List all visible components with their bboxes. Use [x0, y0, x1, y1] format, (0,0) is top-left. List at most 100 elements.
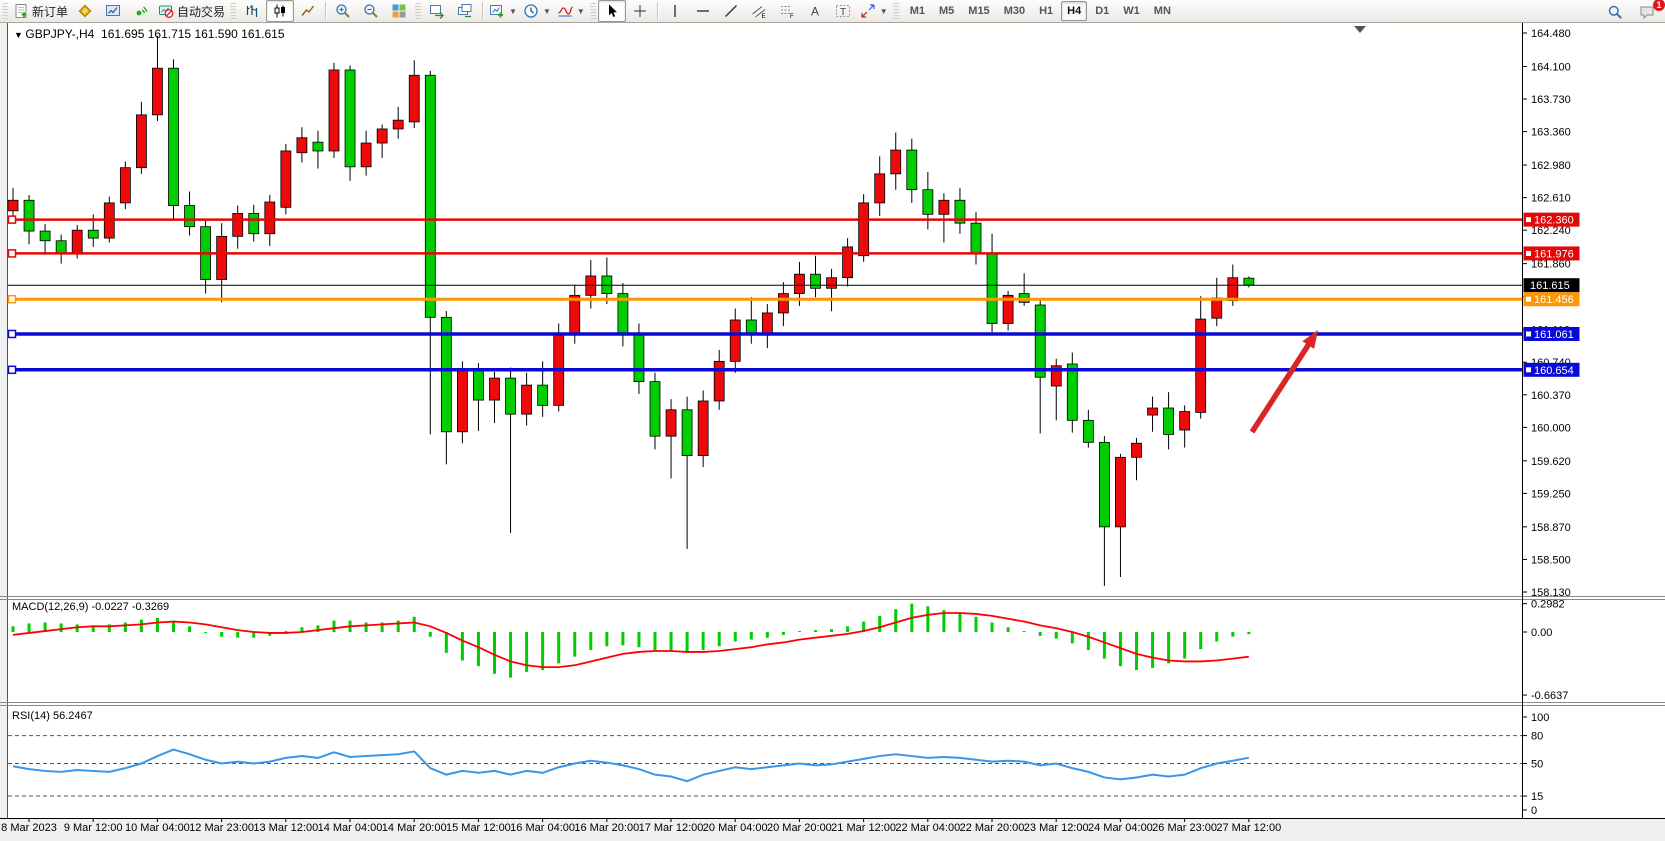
chevron-down-icon: ▼	[879, 6, 888, 16]
market-watch-button[interactable]	[99, 0, 127, 22]
arrows-tool-button[interactable]: ▼	[857, 0, 891, 22]
annotation-arrow-shaft[interactable]	[1249, 340, 1313, 434]
chart-background	[8, 22, 1665, 818]
candle-body	[440, 316, 452, 433]
line-chart-button[interactable]	[294, 0, 322, 22]
tf-button-M30[interactable]: M30	[1003, 5, 1026, 17]
price-line-label-box	[1523, 326, 1580, 341]
trendline-tool-button[interactable]	[717, 0, 745, 22]
tile-windows-icon	[391, 3, 407, 19]
price-axis-tick: 163.730	[1531, 94, 1571, 106]
search-icon	[1607, 4, 1623, 20]
candle-body	[521, 384, 532, 415]
periods-button[interactable]: ▼	[520, 0, 554, 22]
new-order-button[interactable]: 新订单	[10, 0, 71, 22]
date-axis[interactable]: 8 Mar 2023 9 Mar 12:00 10 Mar 04:00 12 Mar …	[1, 818, 1281, 834]
search-button[interactable]	[1601, 1, 1629, 23]
tf-button-H4[interactable]: H4	[1061, 1, 1088, 21]
text-tool-button[interactable]: A	[801, 0, 829, 22]
candlestick-chart-button[interactable]	[266, 0, 295, 22]
tf-button-M1[interactable]: M1	[909, 5, 925, 17]
crosshair-tool-button[interactable]	[626, 0, 654, 22]
chart-shift-marker[interactable]	[1354, 26, 1366, 33]
candle-body	[296, 137, 308, 154]
tile-windows-button[interactable]	[385, 0, 413, 22]
tf-button-W1[interactable]: W1	[1123, 5, 1140, 17]
autotrading-button[interactable]: 自动交易	[155, 0, 228, 22]
zoom-out-button[interactable]	[357, 0, 385, 22]
tf-button-MN[interactable]: MN	[1153, 5, 1171, 17]
auto-arrange-button[interactable]	[423, 0, 451, 22]
market-watch-icon	[105, 3, 121, 19]
date-axis-label: 14 Mar 20:00	[382, 822, 447, 834]
rsi-axis-tick: 0	[1531, 805, 1537, 817]
macd-label: MACD(12,26,9) -0.0227 -0.3269	[12, 601, 170, 613]
candle-body	[778, 293, 789, 314]
candle-body	[1002, 294, 1014, 324]
candle-body	[1179, 411, 1191, 431]
candle-body	[23, 199, 35, 232]
line-handle[interactable]	[7, 294, 17, 304]
trendline-icon	[723, 3, 739, 19]
candle-body	[505, 377, 516, 415]
svg-text:F: F	[790, 14, 794, 19]
symbol-dropdown-icon[interactable]: ▼	[14, 30, 26, 40]
candle-body	[890, 149, 902, 175]
rsi-value: 56.2467	[52, 710, 93, 722]
signals-button[interactable]	[127, 0, 155, 22]
candle-body	[7, 199, 19, 212]
date-axis-label: 26 Mar 23:00	[1152, 822, 1217, 834]
candle-body	[1195, 318, 1207, 413]
candle-body	[681, 409, 693, 456]
toolbar-grip	[230, 3, 237, 19]
price-axis-tick: 159.620	[1531, 456, 1571, 468]
annotation-arrow-head[interactable]	[1302, 330, 1318, 349]
horizontal-line-tool-button[interactable]	[689, 0, 717, 22]
zoom-in-button[interactable]	[329, 0, 357, 22]
fibonacci-tool-button[interactable]: F	[773, 0, 801, 22]
date-axis-label: 13 Mar 12:00	[253, 822, 318, 834]
price-line-label-box	[1523, 362, 1580, 377]
line-handle[interactable]	[7, 365, 17, 375]
date-axis-label: 16 Mar 20:00	[574, 822, 639, 834]
price-axis-tick: 161.860	[1531, 259, 1571, 271]
candle-body	[1082, 419, 1094, 443]
svg-text:A: A	[811, 5, 819, 19]
label-tool-button[interactable]: T	[829, 0, 857, 22]
date-axis-label: 17 Mar 12:00	[639, 822, 704, 834]
chart-symbol-period: GBPJPY-,H4	[25, 27, 95, 41]
candle-body	[168, 67, 179, 206]
tf-button-M15[interactable]: M15	[968, 5, 990, 17]
tf-button-H1[interactable]: H1	[1039, 5, 1054, 17]
candle-body	[55, 240, 67, 254]
price-axis-tick: 164.100	[1531, 61, 1571, 73]
candle-body	[649, 381, 661, 437]
cursor-tool-button[interactable]	[597, 0, 626, 22]
tf-button-D1[interactable]: D1	[1095, 5, 1110, 17]
vertical-line-icon	[667, 3, 683, 19]
date-axis-label: 23 Mar 12:00	[1024, 822, 1089, 834]
line-handle[interactable]	[7, 249, 17, 258]
candle-body	[489, 377, 500, 401]
rsi-axis-tick: 100	[1531, 712, 1549, 724]
rsi-axis-tick: 50	[1531, 759, 1543, 771]
channel-tool-button[interactable]: E	[745, 0, 773, 22]
tf-button-M5[interactable]: M5	[939, 5, 955, 17]
line-handle[interactable]	[7, 329, 17, 339]
indicators-button[interactable]: ▼	[554, 0, 588, 22]
new-chart-button[interactable]: ▼	[486, 0, 520, 22]
notifications-button[interactable]: 1	[1633, 0, 1665, 23]
chart-cube-button[interactable]	[71, 0, 99, 22]
vertical-line-tool-button[interactable]	[661, 0, 689, 22]
price-axis-tick: 162.240	[1531, 225, 1571, 237]
bar-chart-button[interactable]	[238, 0, 266, 22]
horizontal-lines[interactable]: 162.360 161.976 161.615 161.456 161.061 160.6…	[7, 212, 1580, 377]
candle-body	[216, 235, 228, 280]
line-handle[interactable]	[7, 215, 17, 224]
new-chart-icon	[489, 3, 505, 19]
candle-body	[328, 69, 340, 152]
line-anchor-icon	[1526, 296, 1531, 302]
chart-shift-button[interactable]	[451, 0, 479, 22]
price-line-label-box	[1523, 246, 1580, 261]
